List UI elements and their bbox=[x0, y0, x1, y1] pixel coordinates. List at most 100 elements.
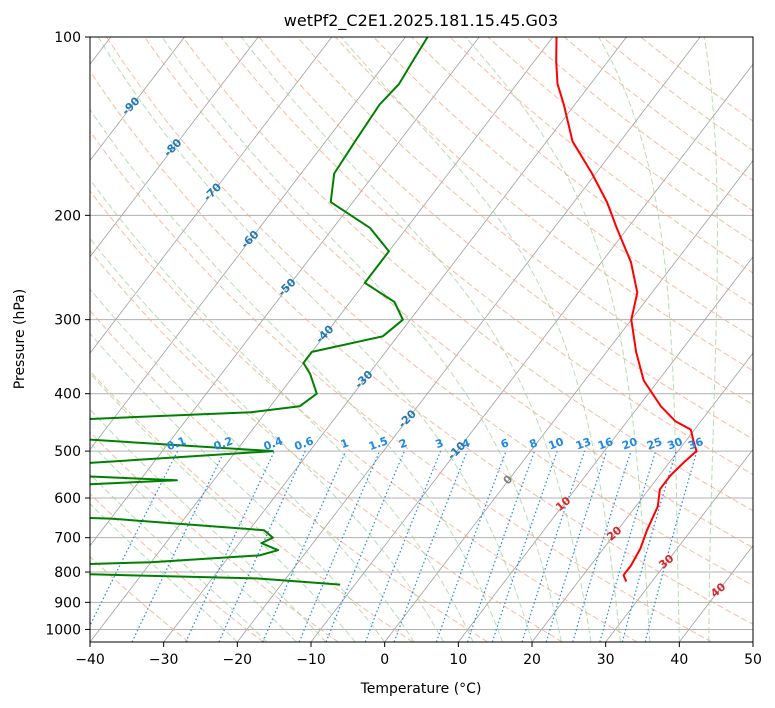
mixing-ratio-line bbox=[364, 450, 442, 642]
moist-adiabat-line bbox=[241, 37, 592, 642]
y-tick-label: 500 bbox=[54, 444, 81, 460]
isotherm-line bbox=[752, 641, 753, 642]
mixing-ratio-line bbox=[491, 450, 558, 642]
mixing-ratio-label: 0.2 bbox=[212, 434, 235, 453]
mixing-ratio-label: 6 bbox=[499, 436, 511, 451]
x-tick-label: 10 bbox=[449, 652, 467, 668]
mixing-ratio-line bbox=[572, 450, 632, 642]
mixing-ratio-label: 10 bbox=[547, 435, 566, 453]
isotherm-label: -20 bbox=[396, 407, 419, 430]
plot-frame bbox=[89, 36, 754, 643]
mixing-ratio-label: 8 bbox=[528, 436, 540, 451]
isotherm-label: -70 bbox=[201, 180, 224, 203]
y-axis: 100 200 300 400 500 600 700 800 900 1000 bbox=[45, 30, 90, 638]
y-tick-label: 400 bbox=[54, 387, 81, 403]
x-tick-label: 0 bbox=[380, 652, 389, 668]
isotherm-line bbox=[90, 37, 554, 642]
isotherm-line bbox=[384, 159, 753, 642]
x-tick-label: 30 bbox=[597, 652, 615, 668]
isotherm-line bbox=[605, 448, 753, 642]
mixing-ratio-label: 30 bbox=[666, 435, 685, 453]
dry-adiabat-line bbox=[144, 37, 753, 549]
mixing-ratio-label: 0.1 bbox=[165, 434, 188, 453]
isotherm-line bbox=[678, 545, 753, 642]
mixing-ratio-line bbox=[218, 450, 306, 642]
dry-adiabat-line bbox=[90, 370, 414, 642]
dry-adiabat-line bbox=[106, 37, 753, 587]
mixing-ratio-label: 1.5 bbox=[367, 434, 390, 453]
isotherm-line bbox=[90, 37, 480, 547]
moist-adiabat-line bbox=[598, 37, 680, 642]
mixing-ratio-layer bbox=[90, 450, 698, 642]
moist-adiabat-line bbox=[90, 288, 415, 642]
isopleth-label-layer: -90-80-70-60-50-40-30-20-1000.1 0.2 0.4 0.6… bbox=[119, 94, 728, 600]
isotherm-line bbox=[90, 37, 259, 258]
mixing-ratio-label: 2 bbox=[397, 436, 409, 451]
moist-adiabat-line bbox=[703, 37, 718, 642]
isotherm-label: -60 bbox=[238, 228, 261, 251]
x-tick-label: 40 bbox=[670, 652, 688, 668]
grid-layer bbox=[90, 37, 753, 642]
x-tick-label: −20 bbox=[223, 652, 253, 668]
dry-adiabat-label: 40 bbox=[708, 580, 728, 600]
y-tick-label: 100 bbox=[54, 30, 81, 46]
mixing-ratio-label: 3 bbox=[434, 436, 446, 451]
mixing-ratio-line bbox=[521, 450, 586, 642]
temperature-profile-line bbox=[555, 37, 698, 582]
mixing-ratio-label: 20 bbox=[620, 435, 639, 453]
x-axis: −40 −30 −20 −10 0 10 20 30 40 50 bbox=[75, 642, 762, 668]
dry-adiabat-line bbox=[90, 556, 190, 642]
dry-adiabat-line bbox=[258, 37, 753, 440]
dry-adiabat-line bbox=[90, 190, 638, 642]
mixing-ratio-label: 36 bbox=[686, 435, 705, 453]
y-axis-label: Pressure (hPa) bbox=[12, 289, 28, 389]
x-tick-label: −30 bbox=[149, 652, 179, 668]
x-tick-label: 50 bbox=[744, 652, 762, 668]
moist-adiabat-line bbox=[90, 408, 327, 642]
isotherm-line bbox=[90, 37, 406, 451]
isotherm-label: -50 bbox=[275, 276, 298, 299]
isotherm-line bbox=[236, 37, 701, 642]
dry-adiabat-line bbox=[335, 37, 753, 372]
dry-adiabat-line bbox=[487, 37, 753, 243]
dry-adiabat-line bbox=[296, 37, 753, 406]
mixing-ratio-label: 0.4 bbox=[262, 434, 285, 453]
mixing-ratio-line bbox=[325, 450, 405, 642]
x-axis-label: Temperature (°C) bbox=[360, 681, 482, 697]
moist-adiabat-line bbox=[90, 178, 474, 642]
y-tick-label: 200 bbox=[54, 208, 81, 224]
isotherm-line bbox=[90, 37, 333, 354]
y-tick-label: 300 bbox=[54, 313, 81, 329]
mixing-ratio-line bbox=[545, 450, 608, 642]
y-tick-label: 900 bbox=[54, 595, 81, 611]
isotherm-label: -30 bbox=[352, 368, 375, 391]
mixing-ratio-line bbox=[435, 450, 507, 642]
dry-adiabat-line bbox=[90, 130, 712, 642]
dry-adiabat-line bbox=[90, 431, 339, 642]
mixing-ratio-label: 25 bbox=[645, 435, 664, 452]
y-tick-label: 1000 bbox=[45, 622, 81, 638]
series-layer bbox=[90, 37, 698, 586]
moist-adiabat-line bbox=[90, 473, 268, 642]
isotherm-line bbox=[90, 37, 185, 162]
y-tick-label: 800 bbox=[54, 565, 81, 581]
mixing-ratio-label: 16 bbox=[596, 435, 615, 453]
mixing-ratio-line bbox=[466, 450, 536, 642]
moist-adiabat-line bbox=[90, 237, 445, 642]
chart-title: wetPf2_C2E1.2025.181.15.45.G03 bbox=[284, 11, 558, 31]
dry-adiabat-line bbox=[90, 493, 264, 642]
dry-adiabat-line bbox=[90, 309, 488, 642]
dewpoint-profile-line bbox=[90, 37, 429, 586]
moist-adiabat-line bbox=[90, 442, 297, 642]
moist-adiabat-line bbox=[90, 108, 503, 642]
mixing-ratio-line bbox=[262, 450, 347, 642]
x-tick-label: 20 bbox=[523, 652, 541, 668]
isotherm-line bbox=[163, 37, 627, 642]
isotherm-label: -90 bbox=[119, 94, 142, 117]
moist-adiabat-line bbox=[90, 332, 386, 642]
dry-adiabat-line bbox=[373, 37, 753, 339]
y-tick-label: 700 bbox=[54, 531, 81, 547]
isotherm-line bbox=[531, 352, 753, 642]
mixing-ratio-label: 4 bbox=[460, 436, 472, 451]
